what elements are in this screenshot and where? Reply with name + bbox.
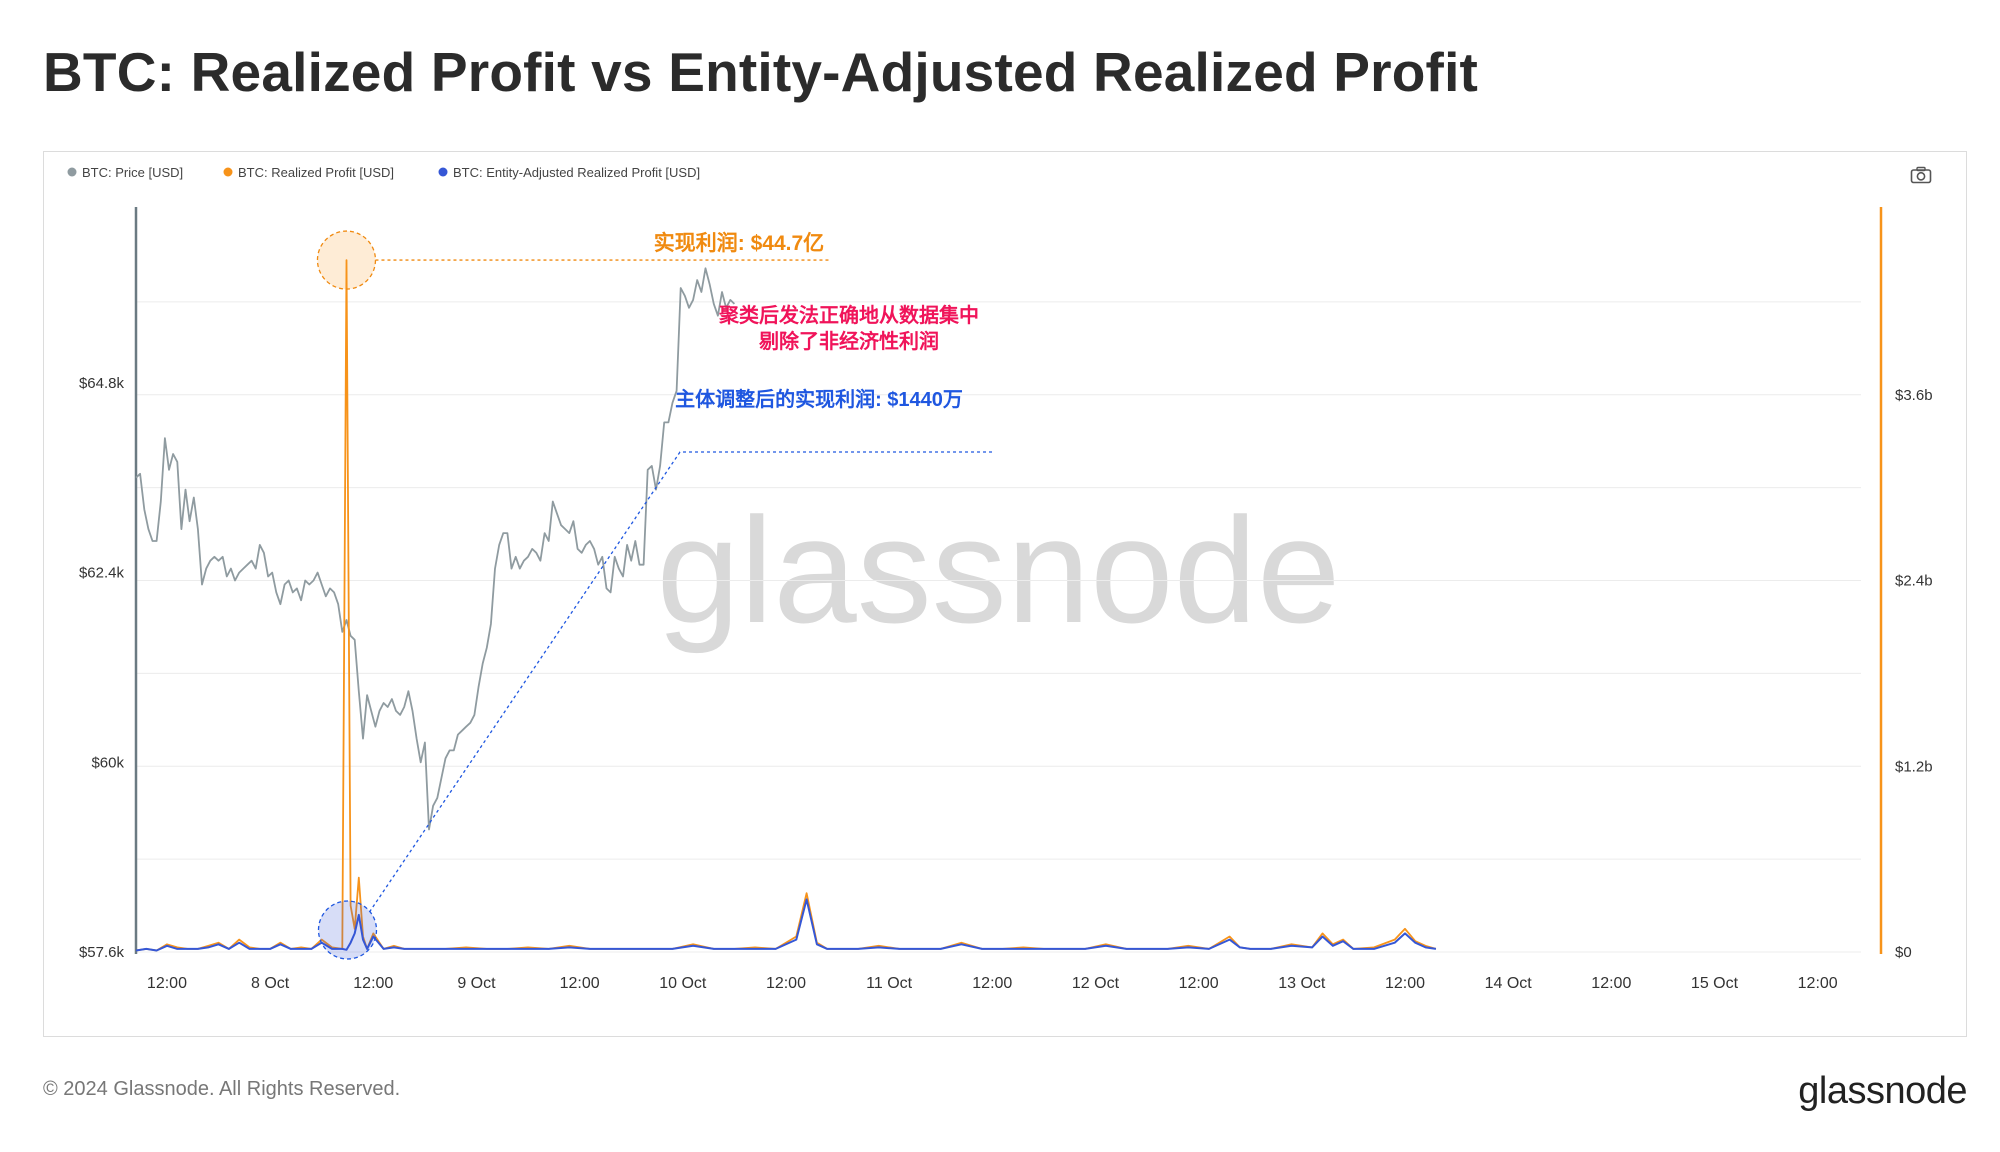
x-tick-label: 12:00 bbox=[353, 975, 393, 992]
x-tick-label: 12:00 bbox=[1385, 975, 1425, 992]
x-tick-label: 10 Oct bbox=[659, 975, 707, 992]
x-tick-label: 12:00 bbox=[560, 975, 600, 992]
x-tick-label: 12:00 bbox=[147, 975, 187, 992]
x-tick-label: 12:00 bbox=[1179, 975, 1219, 992]
copyright-notice: © 2024 Glassnode. All Rights Reserved. bbox=[43, 1078, 401, 1100]
entity-highlight-circle bbox=[317, 900, 378, 960]
annotation-cluster-note-line2: 剔除了非经济性利润 bbox=[758, 329, 939, 353]
legend-label-realized: BTC: Realized Profit [USD] bbox=[238, 165, 394, 180]
y-right-tick-label: $3.6b bbox=[1895, 387, 1933, 404]
y-left-tick-label: $62.4k bbox=[79, 565, 125, 582]
annotation-cluster-note-line1: 聚类后发法正确地从数据集中 bbox=[718, 303, 979, 327]
chart-canvas: glassnode $57.6k $60k $62.4k $64.8k $0 $1.2b $2… bbox=[67, 165, 1933, 992]
x-tick-label: 15 Oct bbox=[1691, 975, 1739, 992]
legend-marker-entity bbox=[438, 167, 448, 177]
y-left-tick-label: $57.6k bbox=[79, 944, 125, 961]
legend-label-price: BTC: Price [USD] bbox=[82, 165, 183, 180]
series-line-price bbox=[135, 267, 736, 831]
x-tick-label: 8 Oct bbox=[251, 975, 290, 992]
x-tick-label: 12:00 bbox=[1798, 975, 1838, 992]
annotation-entity-value: 主体调整后的实现利润: $1440万 bbox=[675, 387, 963, 411]
chart-panel: glassnode $57.6k $60k $62.4k $64.8k $0 $1.2b $2… bbox=[43, 151, 1967, 1037]
watermark-text: glassnode bbox=[657, 486, 1341, 654]
x-tick-label: 9 Oct bbox=[457, 975, 496, 992]
legend-marker-realized bbox=[223, 167, 233, 177]
series-line-entity-adjusted-profit bbox=[135, 898, 1437, 952]
x-tick-label: 13 Oct bbox=[1278, 975, 1326, 992]
legend-marker-price bbox=[67, 167, 77, 177]
x-tick-label: 12:00 bbox=[1591, 975, 1631, 992]
y-left-tick-label: $60k bbox=[91, 754, 124, 771]
glassnode-logo: glassnode bbox=[1798, 1070, 1967, 1112]
entity-leader-line bbox=[368, 451, 994, 913]
legend-label-entity: BTC: Entity-Adjusted Realized Profit [US… bbox=[453, 165, 700, 180]
y-right-tick-label: $2.4b bbox=[1895, 573, 1933, 590]
y-left-tick-label: $64.8k bbox=[79, 375, 125, 392]
x-tick-label: 12:00 bbox=[766, 975, 806, 992]
x-tick-label: 12:00 bbox=[972, 975, 1012, 992]
annotation-realized-peak: 实现利润: $44.7亿 bbox=[654, 231, 824, 255]
x-tick-label: 14 Oct bbox=[1485, 975, 1533, 992]
camera-icon[interactable] bbox=[1910, 166, 1932, 184]
page-title: BTC: Realized Profit vs Entity-Adjusted … bbox=[43, 41, 1479, 103]
x-tick-label: 12 Oct bbox=[1072, 975, 1120, 992]
peak-highlight-circle bbox=[316, 230, 377, 290]
x-tick-label: 11 Oct bbox=[866, 975, 913, 992]
y-right-tick-label: $0 bbox=[1895, 944, 1912, 961]
y-right-tick-label: $1.2b bbox=[1895, 758, 1933, 775]
